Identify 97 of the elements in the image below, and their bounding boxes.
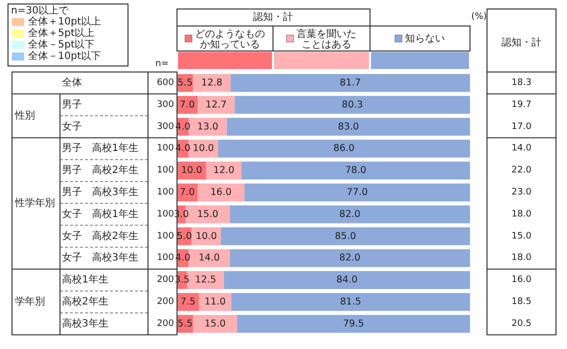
- text: 18.3: [511, 78, 532, 88]
- data-label: 82.0: [339, 252, 360, 264]
- data-label: 85.0: [334, 230, 356, 242]
- data-label: 84.0: [336, 274, 358, 286]
- text: 300: [156, 100, 174, 110]
- data-label: 81.5: [340, 296, 362, 308]
- data-label: 79.5: [342, 318, 364, 330]
- data-label: 7.0: [180, 186, 195, 198]
- data-label: 80.3: [342, 99, 363, 110]
- text: 100: [156, 166, 174, 176]
- data-label: 7.0: [180, 99, 195, 110]
- data-label: 5.5: [178, 77, 193, 88]
- data-label: 81.7: [340, 77, 361, 88]
- data-label: 10.0: [192, 143, 214, 154]
- picture-significance-key: n=30以上で 全体＋10pt以上 全体＋5pt以上 全体－5pt以下 全体－10pt以下: [8, 4, 128, 66]
- y-tick-label: 女子: [62, 120, 82, 132]
- text: 認知・計: [253, 11, 293, 23]
- y-tick-label: 男子: [62, 99, 82, 110]
- text: 19.7: [511, 100, 532, 110]
- data-label: 14.0: [198, 252, 220, 264]
- text: 18.0: [511, 209, 532, 220]
- bar: [230, 205, 470, 224]
- text: 16.0: [511, 275, 532, 286]
- bar: [230, 249, 470, 268]
- data-label: 13.0: [197, 121, 218, 132]
- text: n=: [155, 59, 169, 69]
- bar: [198, 293, 232, 311]
- bar: [198, 184, 244, 202]
- bar: [231, 293, 470, 311]
- text: 100: [156, 209, 174, 220]
- text: 100: [156, 231, 174, 242]
- data-label: 15.0: [197, 208, 218, 220]
- data-label: 12.0: [213, 165, 234, 176]
- text: 認知・計: [502, 36, 542, 48]
- y-tick-label: 女子 高校3年生: [62, 252, 138, 264]
- bar: [198, 96, 235, 114]
- bar: [220, 227, 470, 246]
- bar: [218, 140, 470, 158]
- bar: [237, 314, 470, 333]
- text: 100: [156, 144, 174, 154]
- text: 22.0: [511, 166, 532, 176]
- text: 14.0: [511, 144, 532, 154]
- text: (%): [471, 12, 487, 22]
- text: 性学年別: [14, 196, 55, 209]
- y-tick-label: 高校3年生: [62, 317, 108, 330]
- bar: [230, 74, 470, 92]
- data-label: 78.0: [345, 165, 366, 176]
- bar: [244, 184, 470, 202]
- y-tick-label: 男子 高校1年生: [62, 142, 138, 154]
- y-tick-label: 女子 高校1年生: [62, 208, 138, 220]
- y-tick-label: 男子 高校3年生: [62, 186, 138, 198]
- bar: [193, 74, 231, 92]
- text: 学年別: [15, 295, 45, 308]
- bar: [206, 162, 242, 180]
- text: 15.0: [511, 231, 532, 242]
- data-label: 16.0: [210, 186, 232, 198]
- data-label: 7.5: [180, 296, 196, 308]
- data-label: 5.5: [178, 318, 193, 330]
- data-label: 83.0: [338, 121, 359, 132]
- data-label: 15.0: [204, 318, 226, 330]
- text: 200: [156, 318, 174, 329]
- text: 18.5: [511, 296, 532, 307]
- text: 600: [156, 78, 174, 88]
- text: 18.0: [511, 253, 532, 264]
- data-label: 11.0: [204, 296, 226, 308]
- legend-label: どのようなものか知っている: [195, 28, 265, 50]
- bar: [226, 118, 470, 136]
- text: 17.0: [511, 122, 532, 132]
- legend-label: 言葉を聞いたことはある: [296, 28, 356, 50]
- text: 200: [156, 275, 174, 286]
- y-tick-label: 男子 高校2年生: [62, 164, 138, 176]
- text: 100: [156, 187, 174, 198]
- data-label: 86.0: [333, 143, 355, 154]
- data-label: 77.0: [346, 186, 368, 198]
- y-tick-label: 高校2年生: [62, 295, 108, 308]
- text: 100: [156, 253, 174, 264]
- text: 200: [156, 296, 174, 307]
- bar: [241, 162, 470, 180]
- y-tick-label: 高校1年生: [62, 274, 108, 286]
- bar: [187, 271, 224, 289]
- y-tick-label: 女子 高校2年生: [62, 230, 138, 242]
- data-label: 10.0: [181, 165, 202, 176]
- text: 300: [156, 122, 174, 132]
- text: 23.0: [511, 187, 532, 198]
- bar: [188, 249, 230, 268]
- data-label: 12.7: [206, 99, 227, 110]
- bar: [193, 314, 238, 333]
- data-label: 10.0: [196, 230, 217, 242]
- text: 20.5: [511, 318, 532, 329]
- data-label: 12.5: [194, 274, 216, 286]
- bar: [234, 96, 470, 114]
- data-label: 82.0: [339, 208, 360, 220]
- bar: [224, 271, 470, 289]
- text: 性別: [14, 109, 35, 122]
- y-tick-label: 全体: [62, 76, 82, 88]
- data-label: 5.0: [176, 230, 192, 242]
- data-label: 12.8: [201, 77, 222, 88]
